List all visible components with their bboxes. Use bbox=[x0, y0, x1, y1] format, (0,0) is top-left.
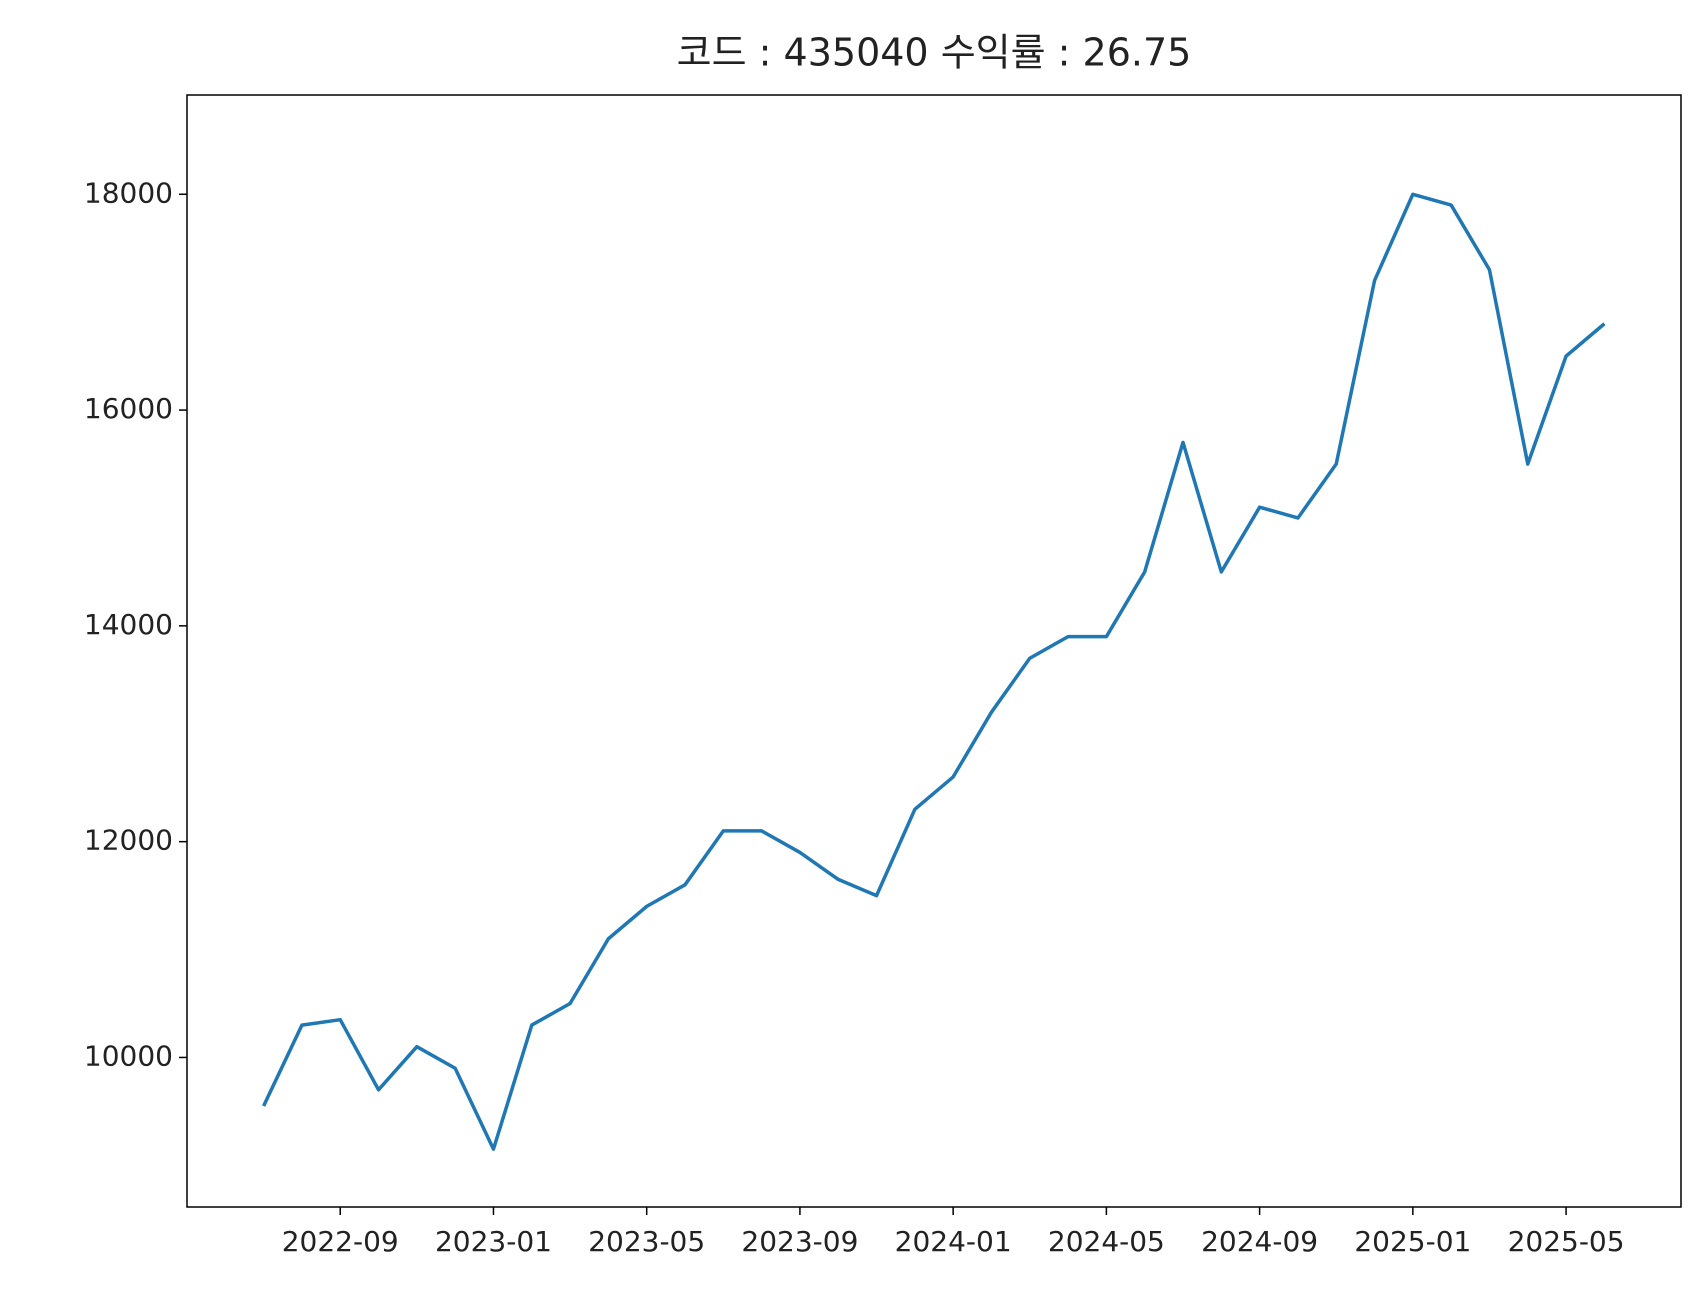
x-tick-label: 2024-01 bbox=[895, 1225, 1012, 1258]
y-tick-label: 14000 bbox=[84, 608, 173, 641]
x-tick-label: 2024-09 bbox=[1201, 1225, 1318, 1258]
y-tick-label: 10000 bbox=[84, 1039, 173, 1072]
x-tick-label: 2022-09 bbox=[282, 1225, 399, 1258]
chart-title: 코드 : 435040 수익률 : 26.75 bbox=[677, 31, 1192, 75]
x-tick-label: 2023-05 bbox=[588, 1225, 705, 1258]
line-series bbox=[262, 192, 1606, 1151]
x-tick-label: 2024-05 bbox=[1048, 1225, 1165, 1258]
plot-frame bbox=[186, 94, 1682, 1208]
x-tick-label: 2025-05 bbox=[1508, 1225, 1625, 1258]
x-tick-label: 2023-01 bbox=[435, 1225, 552, 1258]
x-tick-label: 2025-01 bbox=[1354, 1225, 1471, 1258]
x-tick-label: 2023-09 bbox=[741, 1225, 858, 1258]
y-tick-label: 18000 bbox=[84, 176, 173, 209]
y-tick-label: 12000 bbox=[84, 824, 173, 857]
y-tick-label: 16000 bbox=[84, 392, 173, 425]
